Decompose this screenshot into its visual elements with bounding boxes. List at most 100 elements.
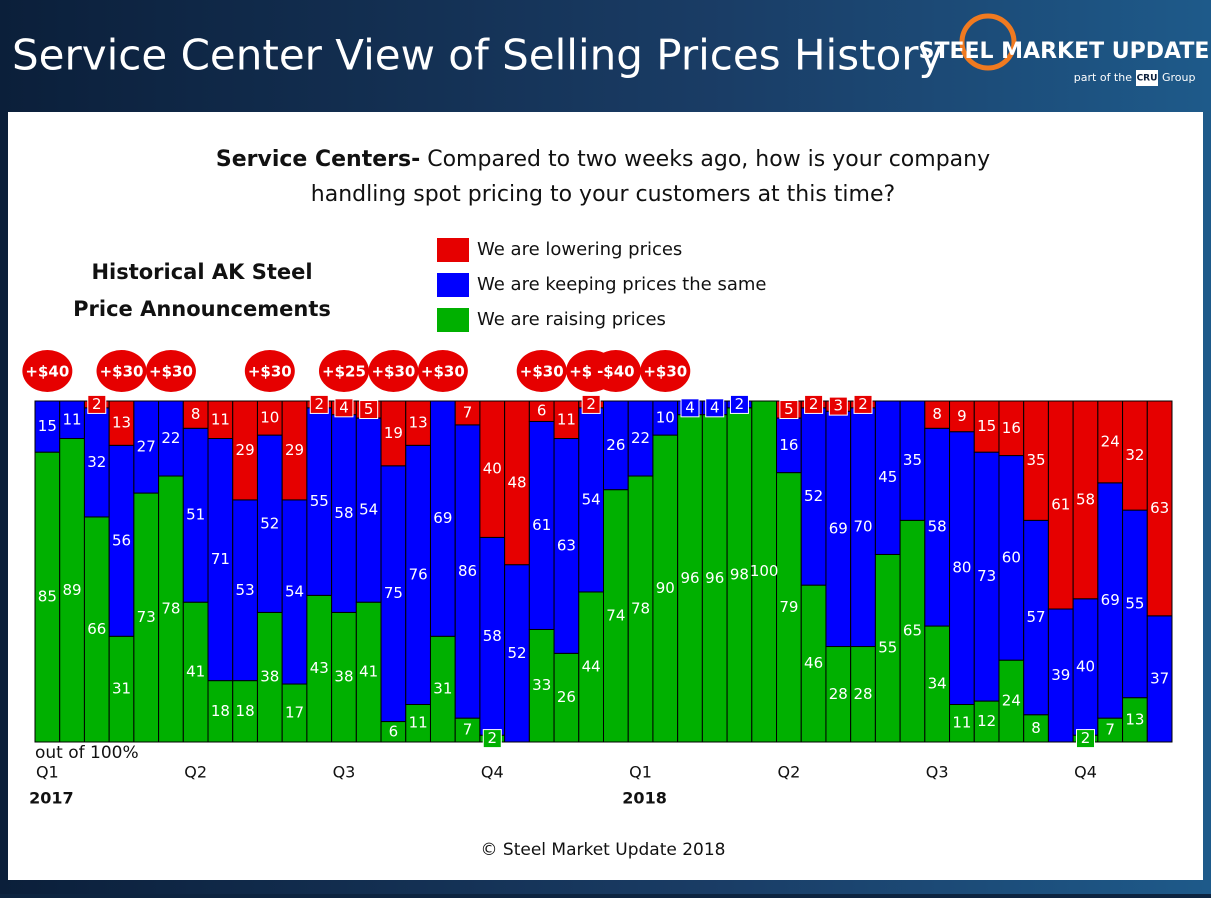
- value-label: 52: [260, 514, 279, 532]
- value-label: 55: [310, 492, 329, 510]
- value-label: 18: [211, 702, 230, 720]
- value-label: 29: [285, 441, 304, 459]
- value-label: 58: [928, 518, 947, 536]
- bar-segment: [998, 455, 1025, 661]
- value-label: 12: [977, 712, 996, 730]
- value-label: 45: [878, 468, 897, 486]
- value-label: 66: [87, 620, 106, 638]
- value-label: 71: [211, 550, 230, 568]
- value-label: 78: [161, 600, 180, 618]
- value-label: 96: [680, 569, 699, 587]
- value-label: 2: [735, 395, 745, 413]
- bar-segment: [232, 680, 258, 743]
- bar-segment: [405, 444, 431, 705]
- bar-segment: [652, 434, 679, 743]
- question-lead: Service Centers-: [216, 147, 420, 172]
- announcement-badge: [145, 350, 196, 392]
- x-tick-label: Q1: [36, 763, 59, 782]
- value-label-box: [680, 398, 700, 418]
- value-label: 52: [804, 487, 823, 505]
- announcements-title: Historical AK Steel: [91, 260, 312, 284]
- value-label: 3: [834, 397, 844, 415]
- bar-segment: [1097, 400, 1124, 484]
- logo-badge: [1136, 70, 1158, 86]
- bar-segment: [1122, 400, 1148, 511]
- value-label: 5: [784, 400, 794, 418]
- bar-segment: [182, 427, 209, 603]
- value-label: 2: [858, 395, 868, 413]
- value-label: 2: [487, 729, 497, 747]
- value-label: 41: [186, 663, 205, 681]
- logo-ring: [959, 13, 1017, 71]
- bar-segment: [850, 646, 876, 743]
- value-label-box: [334, 398, 354, 418]
- value-label: 11: [952, 714, 971, 732]
- bar-segment: [1023, 714, 1049, 743]
- value-label: 40: [1076, 657, 1095, 675]
- logo-name: STEEL MARKET UPDATE: [919, 39, 1210, 64]
- bar-segment: [256, 434, 283, 613]
- value-label: 4: [710, 398, 720, 416]
- value-label-box: [309, 394, 329, 414]
- x-tick-label: Q4: [1074, 763, 1097, 782]
- value-label: 28: [829, 685, 848, 703]
- unit-note: out of 100%: [35, 743, 139, 763]
- value-label: 76: [409, 565, 428, 583]
- value-label-box: [804, 394, 824, 414]
- value-label: 44: [582, 657, 601, 675]
- value-label: 54: [582, 490, 601, 508]
- value-label: 55: [1125, 594, 1144, 612]
- value-label: 18: [236, 702, 255, 720]
- value-label: 17: [285, 704, 304, 722]
- bar-segment: [825, 410, 852, 648]
- value-label: 86: [458, 562, 477, 580]
- bar-segment: [874, 553, 901, 743]
- year-label: 2018: [622, 789, 667, 808]
- bar-segment: [973, 400, 1000, 453]
- bar-segment: [800, 407, 827, 586]
- value-label: 4: [685, 398, 695, 416]
- announcement-badge: [368, 350, 419, 392]
- bar-segment: [800, 584, 827, 743]
- bar-segment: [34, 400, 61, 453]
- bar-segment: [83, 407, 110, 518]
- value-label: 70: [853, 518, 872, 536]
- value-label: 89: [63, 581, 82, 599]
- bar-segment: [825, 646, 852, 743]
- x-tick-label: Q2: [184, 763, 207, 782]
- announcements-title: Price Announcements: [73, 297, 331, 321]
- value-label-box: [581, 394, 601, 414]
- value-label: 13: [1125, 710, 1144, 728]
- value-label: 19: [384, 424, 403, 442]
- value-label: 27: [137, 438, 156, 456]
- value-label: 5: [364, 400, 374, 418]
- bar-segment: [1146, 400, 1173, 617]
- value-label: 10: [656, 409, 675, 427]
- bar-segment: [553, 652, 580, 743]
- value-label: 4: [339, 398, 349, 416]
- bar-segment: [380, 465, 407, 723]
- bar-segment: [256, 400, 283, 436]
- value-label: 58: [334, 504, 353, 522]
- value-label: 90: [656, 579, 675, 597]
- bar-segment: [429, 400, 456, 637]
- value-label: 61: [1051, 496, 1070, 514]
- bar-segment: [232, 499, 258, 682]
- bar-segment: [355, 601, 382, 743]
- question-line: handling spot pricing to your customers …: [311, 182, 895, 207]
- bar-segment: [232, 400, 258, 501]
- value-label: 11: [557, 410, 576, 428]
- bar-segment: [429, 635, 456, 743]
- value-label: 61: [532, 516, 551, 534]
- value-label: 28: [853, 685, 872, 703]
- value-label: 9: [957, 407, 967, 425]
- bar-segment: [701, 414, 728, 743]
- bar-segment: [677, 414, 703, 743]
- value-label: 98: [730, 565, 749, 583]
- value-label: 26: [557, 688, 576, 706]
- bar-segment: [108, 400, 135, 446]
- x-tick-label: Q1: [629, 763, 652, 782]
- announcement-label: +$30: [421, 363, 465, 381]
- value-label: 54: [359, 501, 378, 519]
- value-label: 60: [1002, 548, 1021, 566]
